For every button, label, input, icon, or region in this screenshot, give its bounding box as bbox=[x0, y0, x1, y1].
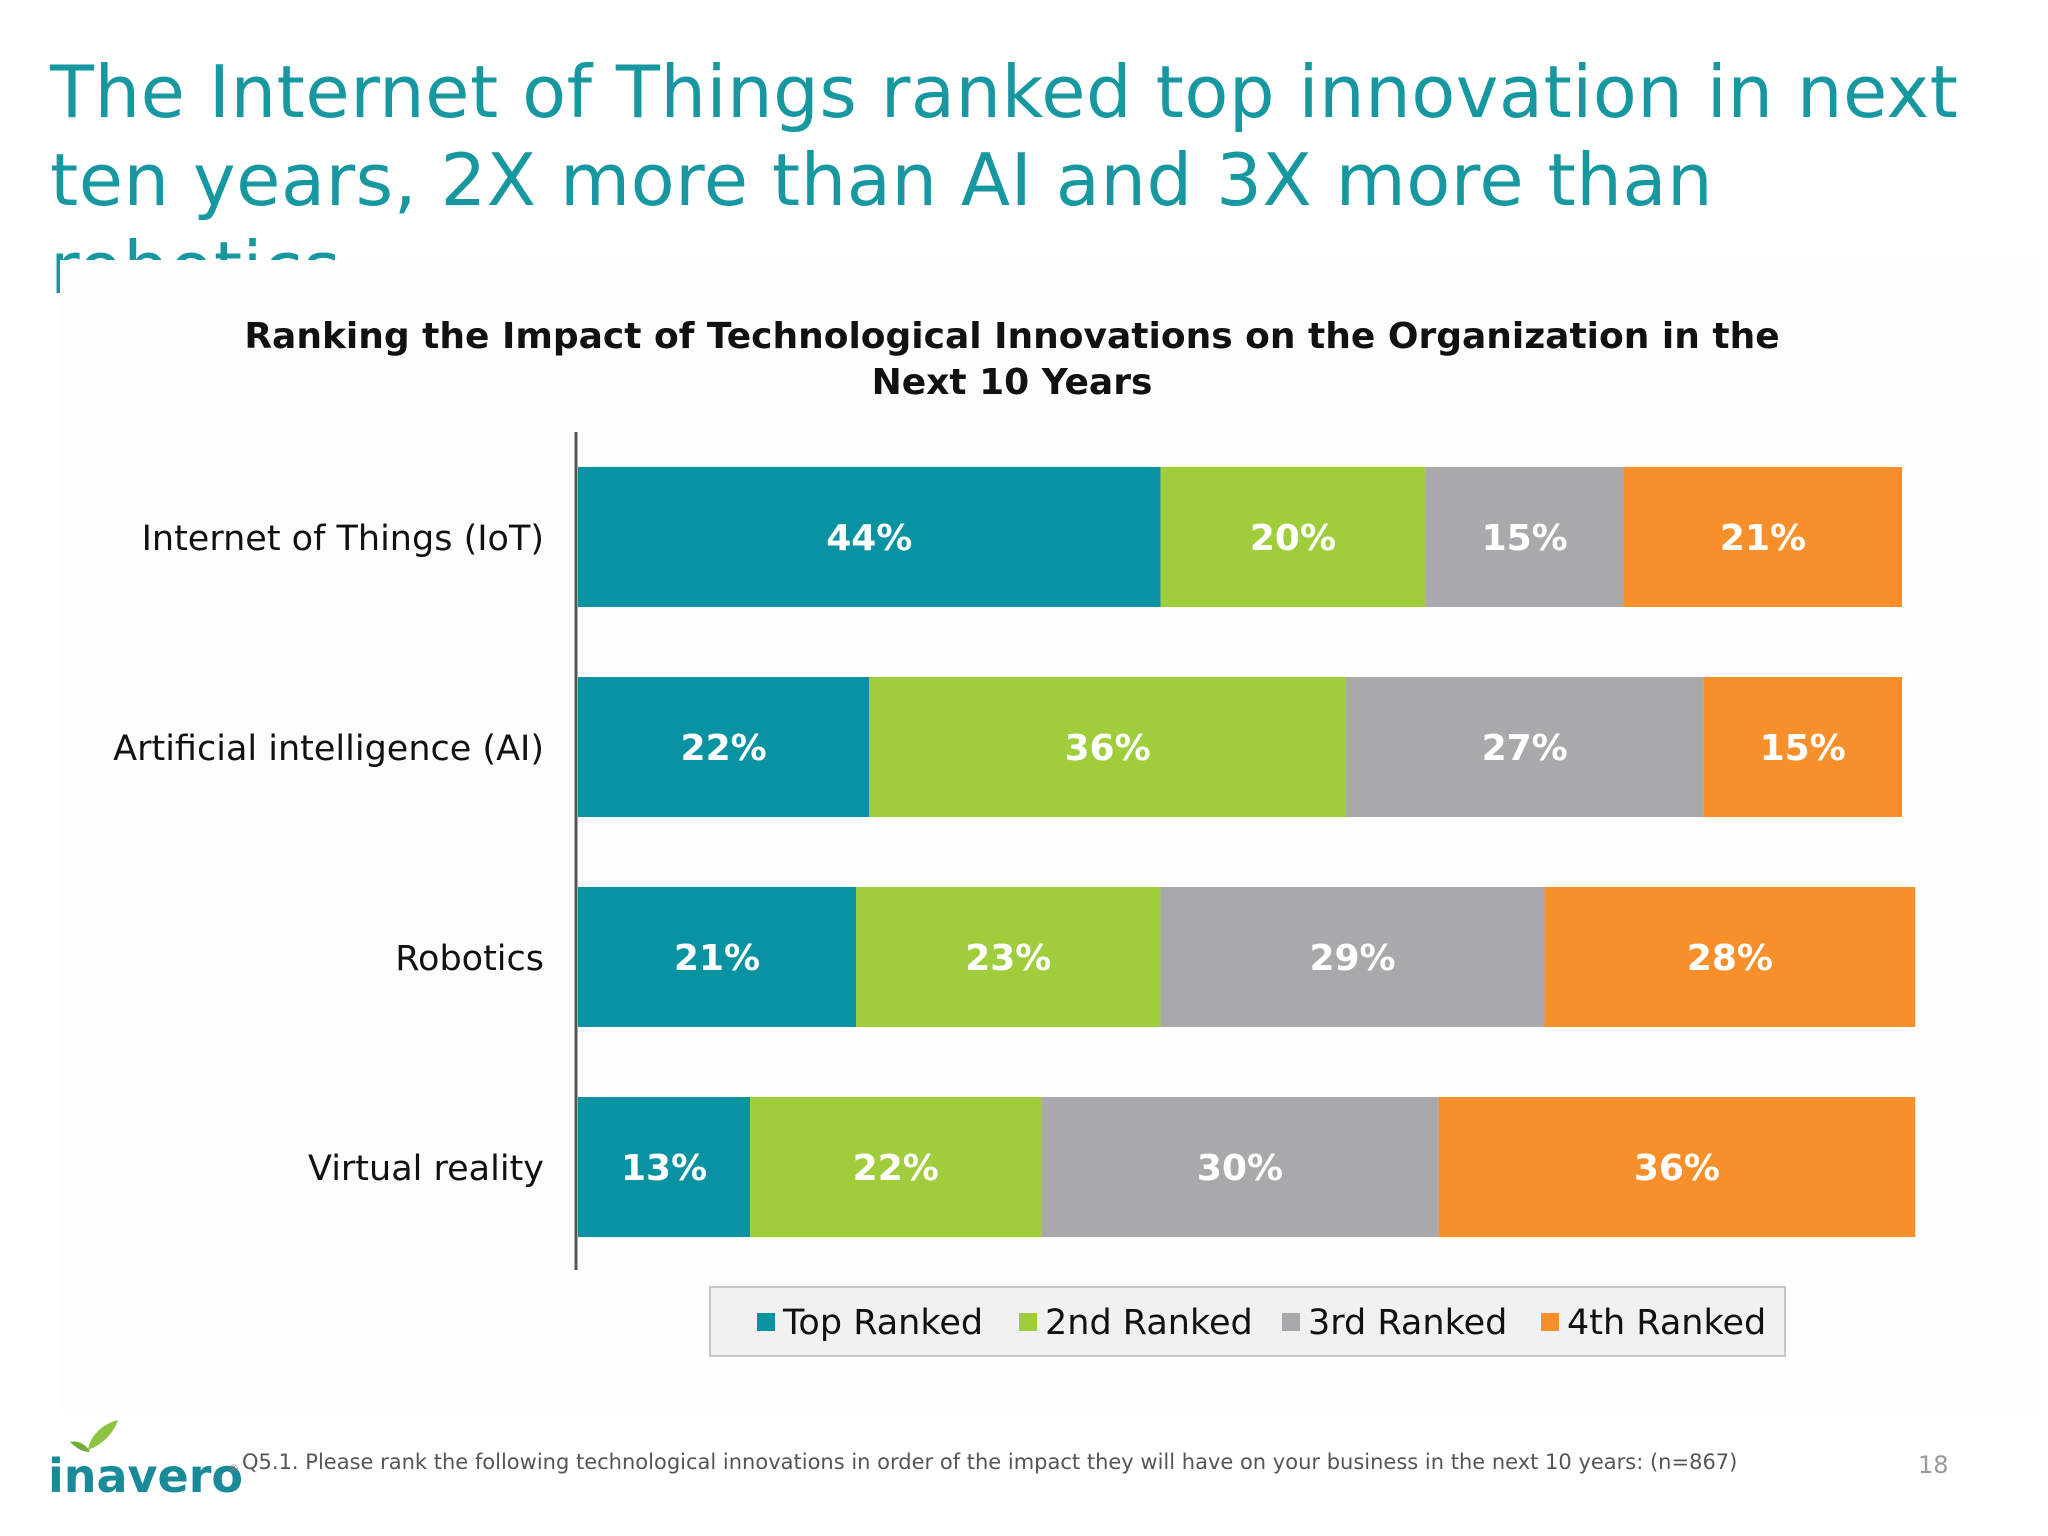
data-label: 22% bbox=[853, 1148, 939, 1189]
bar-segment-1 bbox=[578, 467, 1161, 607]
bar-segment-4 bbox=[1438, 1097, 1916, 1237]
bar-segment-4 bbox=[1703, 677, 1902, 817]
inavero-logo: inavero ® bbox=[48, 1420, 243, 1500]
data-label: 28% bbox=[1687, 938, 1773, 979]
category-label: Internet of Things (IoT) bbox=[142, 519, 544, 559]
data-label: 13% bbox=[621, 1148, 707, 1189]
data-label: 36% bbox=[1634, 1148, 1720, 1189]
logo-registered-mark: ® bbox=[228, 1462, 239, 1475]
data-label: 22% bbox=[681, 728, 767, 769]
chart-legend: Top Ranked 2nd Ranked 3rd Ranked 4th Ranked bbox=[709, 1286, 1786, 1357]
data-label: 21% bbox=[674, 938, 760, 979]
bar-segment-1 bbox=[578, 1097, 751, 1237]
legend-swatch bbox=[757, 1313, 775, 1331]
logo-leaf-small-icon bbox=[70, 1441, 90, 1452]
category-label: Virtual reality bbox=[308, 1149, 544, 1189]
bar-segment-3 bbox=[1041, 1097, 1439, 1237]
legend-box bbox=[709, 1286, 1786, 1357]
legend-label: 4th Ranked bbox=[1567, 1303, 1766, 1343]
data-label: 30% bbox=[1197, 1148, 1283, 1189]
bar-segment-3 bbox=[1425, 467, 1624, 607]
legend-swatch bbox=[1019, 1313, 1037, 1331]
slide-headline: The Internet of Things ranked top innova… bbox=[50, 50, 1959, 310]
legend-label: Top Ranked bbox=[782, 1303, 983, 1343]
data-label: 21% bbox=[1720, 518, 1806, 559]
legend-label: 3rd Ranked bbox=[1308, 1303, 1507, 1343]
bar-segment-2 bbox=[1160, 467, 1426, 607]
bar-segment-3 bbox=[1160, 887, 1545, 1027]
data-label: 29% bbox=[1309, 938, 1395, 979]
page-number: 18 bbox=[1918, 1451, 1949, 1479]
bars-layer: Internet of Things (IoT) 44% 20% 15% 21% Arti… bbox=[113, 467, 1916, 1237]
logo-leaf-icon bbox=[88, 1420, 118, 1450]
data-label: 15% bbox=[1482, 518, 1568, 559]
logo-wordmark: inavero bbox=[48, 1449, 243, 1500]
survey-footnote: Q5.1. Please rank the following technolo… bbox=[242, 1450, 1738, 1474]
legend-label: 2nd Ranked bbox=[1045, 1303, 1253, 1343]
data-label: 27% bbox=[1482, 728, 1568, 769]
category-label: Robotics bbox=[395, 939, 544, 979]
bar-segment-2 bbox=[750, 1097, 1042, 1237]
bar-segment-4 bbox=[1623, 467, 1902, 607]
legend-swatch bbox=[1282, 1313, 1300, 1331]
bar-segment-1 bbox=[578, 887, 857, 1027]
data-label: 36% bbox=[1065, 728, 1151, 769]
bar-segment-3 bbox=[1345, 677, 1704, 817]
bar-segment-1 bbox=[578, 677, 870, 817]
legend-swatch bbox=[1541, 1313, 1559, 1331]
chart-title-line-2: Next 10 Years bbox=[872, 362, 1153, 403]
bar-segment-2 bbox=[869, 677, 1346, 817]
category-label: Artificial intelligence (AI) bbox=[113, 729, 544, 769]
data-label: 20% bbox=[1250, 518, 1336, 559]
data-label: 23% bbox=[965, 938, 1051, 979]
bar-segment-2 bbox=[856, 887, 1161, 1027]
chart-title-line-1: Ranking the Impact of Technological Inno… bbox=[244, 316, 1779, 357]
data-label: 15% bbox=[1760, 728, 1846, 769]
bar-segment-4 bbox=[1544, 887, 1916, 1027]
data-label: 44% bbox=[826, 518, 912, 559]
